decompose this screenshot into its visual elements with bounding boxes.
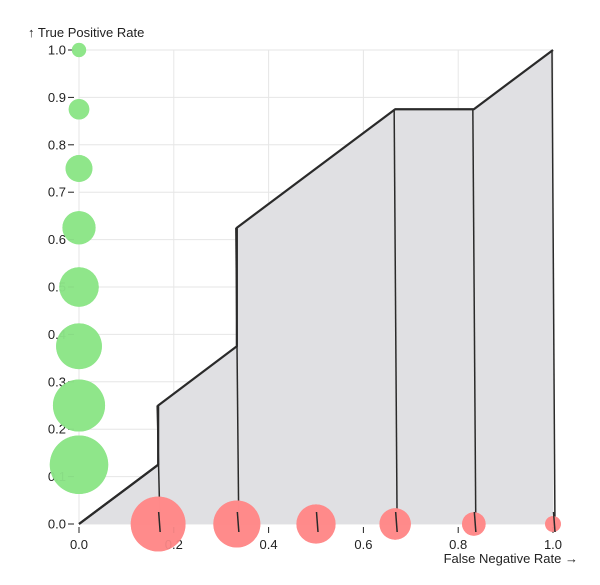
connector-line bbox=[394, 511, 398, 533]
positive-point bbox=[71, 42, 87, 58]
x-tick-label: 0.6 bbox=[354, 537, 372, 552]
connector-line bbox=[552, 511, 556, 533]
y-tick-label: 0.9 bbox=[48, 90, 66, 105]
y-tick-label: 0.6 bbox=[48, 232, 66, 247]
y-tick-label: 1.0 bbox=[48, 43, 66, 58]
x-tick-label: 0.4 bbox=[260, 537, 278, 552]
x-tick-label: 0.0 bbox=[70, 537, 88, 552]
positive-point bbox=[68, 98, 90, 120]
connector-line bbox=[157, 511, 161, 533]
x-axis-label: False Negative Rate → bbox=[444, 551, 578, 566]
negative-point bbox=[296, 504, 336, 544]
connector-line bbox=[472, 109, 477, 533]
y-axis: 0.00.10.20.30.40.50.60.70.80.91.0 bbox=[48, 43, 74, 532]
negative-point bbox=[462, 512, 486, 536]
negative-points-overlay bbox=[130, 496, 561, 552]
negative-point bbox=[130, 496, 186, 552]
positive-point bbox=[56, 323, 102, 370]
x-tick-label: 0.8 bbox=[449, 537, 467, 552]
connector-line bbox=[551, 49, 556, 533]
positive-point bbox=[65, 155, 93, 182]
y-tick-label: 0.7 bbox=[48, 185, 66, 200]
negative-point bbox=[213, 500, 261, 548]
x-tick-label: 1.0 bbox=[544, 537, 562, 552]
connector-overlay bbox=[157, 511, 556, 533]
positive-point bbox=[49, 435, 109, 494]
connector-line bbox=[315, 511, 319, 533]
y-tick-label: 0.3 bbox=[48, 374, 66, 389]
area-under-curve bbox=[79, 50, 553, 524]
negative-point bbox=[545, 516, 561, 532]
connector-line bbox=[236, 511, 240, 533]
negative-point bbox=[379, 508, 411, 540]
y-tick-label: 0.0 bbox=[48, 517, 66, 532]
connector-line bbox=[473, 511, 477, 533]
y-tick-label: 0.2 bbox=[48, 422, 66, 437]
positive-point bbox=[59, 267, 99, 307]
positive-point bbox=[62, 211, 96, 245]
positive-points-overlay bbox=[49, 42, 159, 525]
y-axis-label: ↑ True Positive Rate bbox=[28, 25, 144, 40]
roc-curve-line bbox=[78, 49, 554, 525]
y-tick-label: 0.8 bbox=[48, 137, 66, 152]
roc-curve-start bbox=[78, 463, 159, 525]
connector-line bbox=[393, 109, 398, 533]
positive-point bbox=[52, 379, 106, 432]
